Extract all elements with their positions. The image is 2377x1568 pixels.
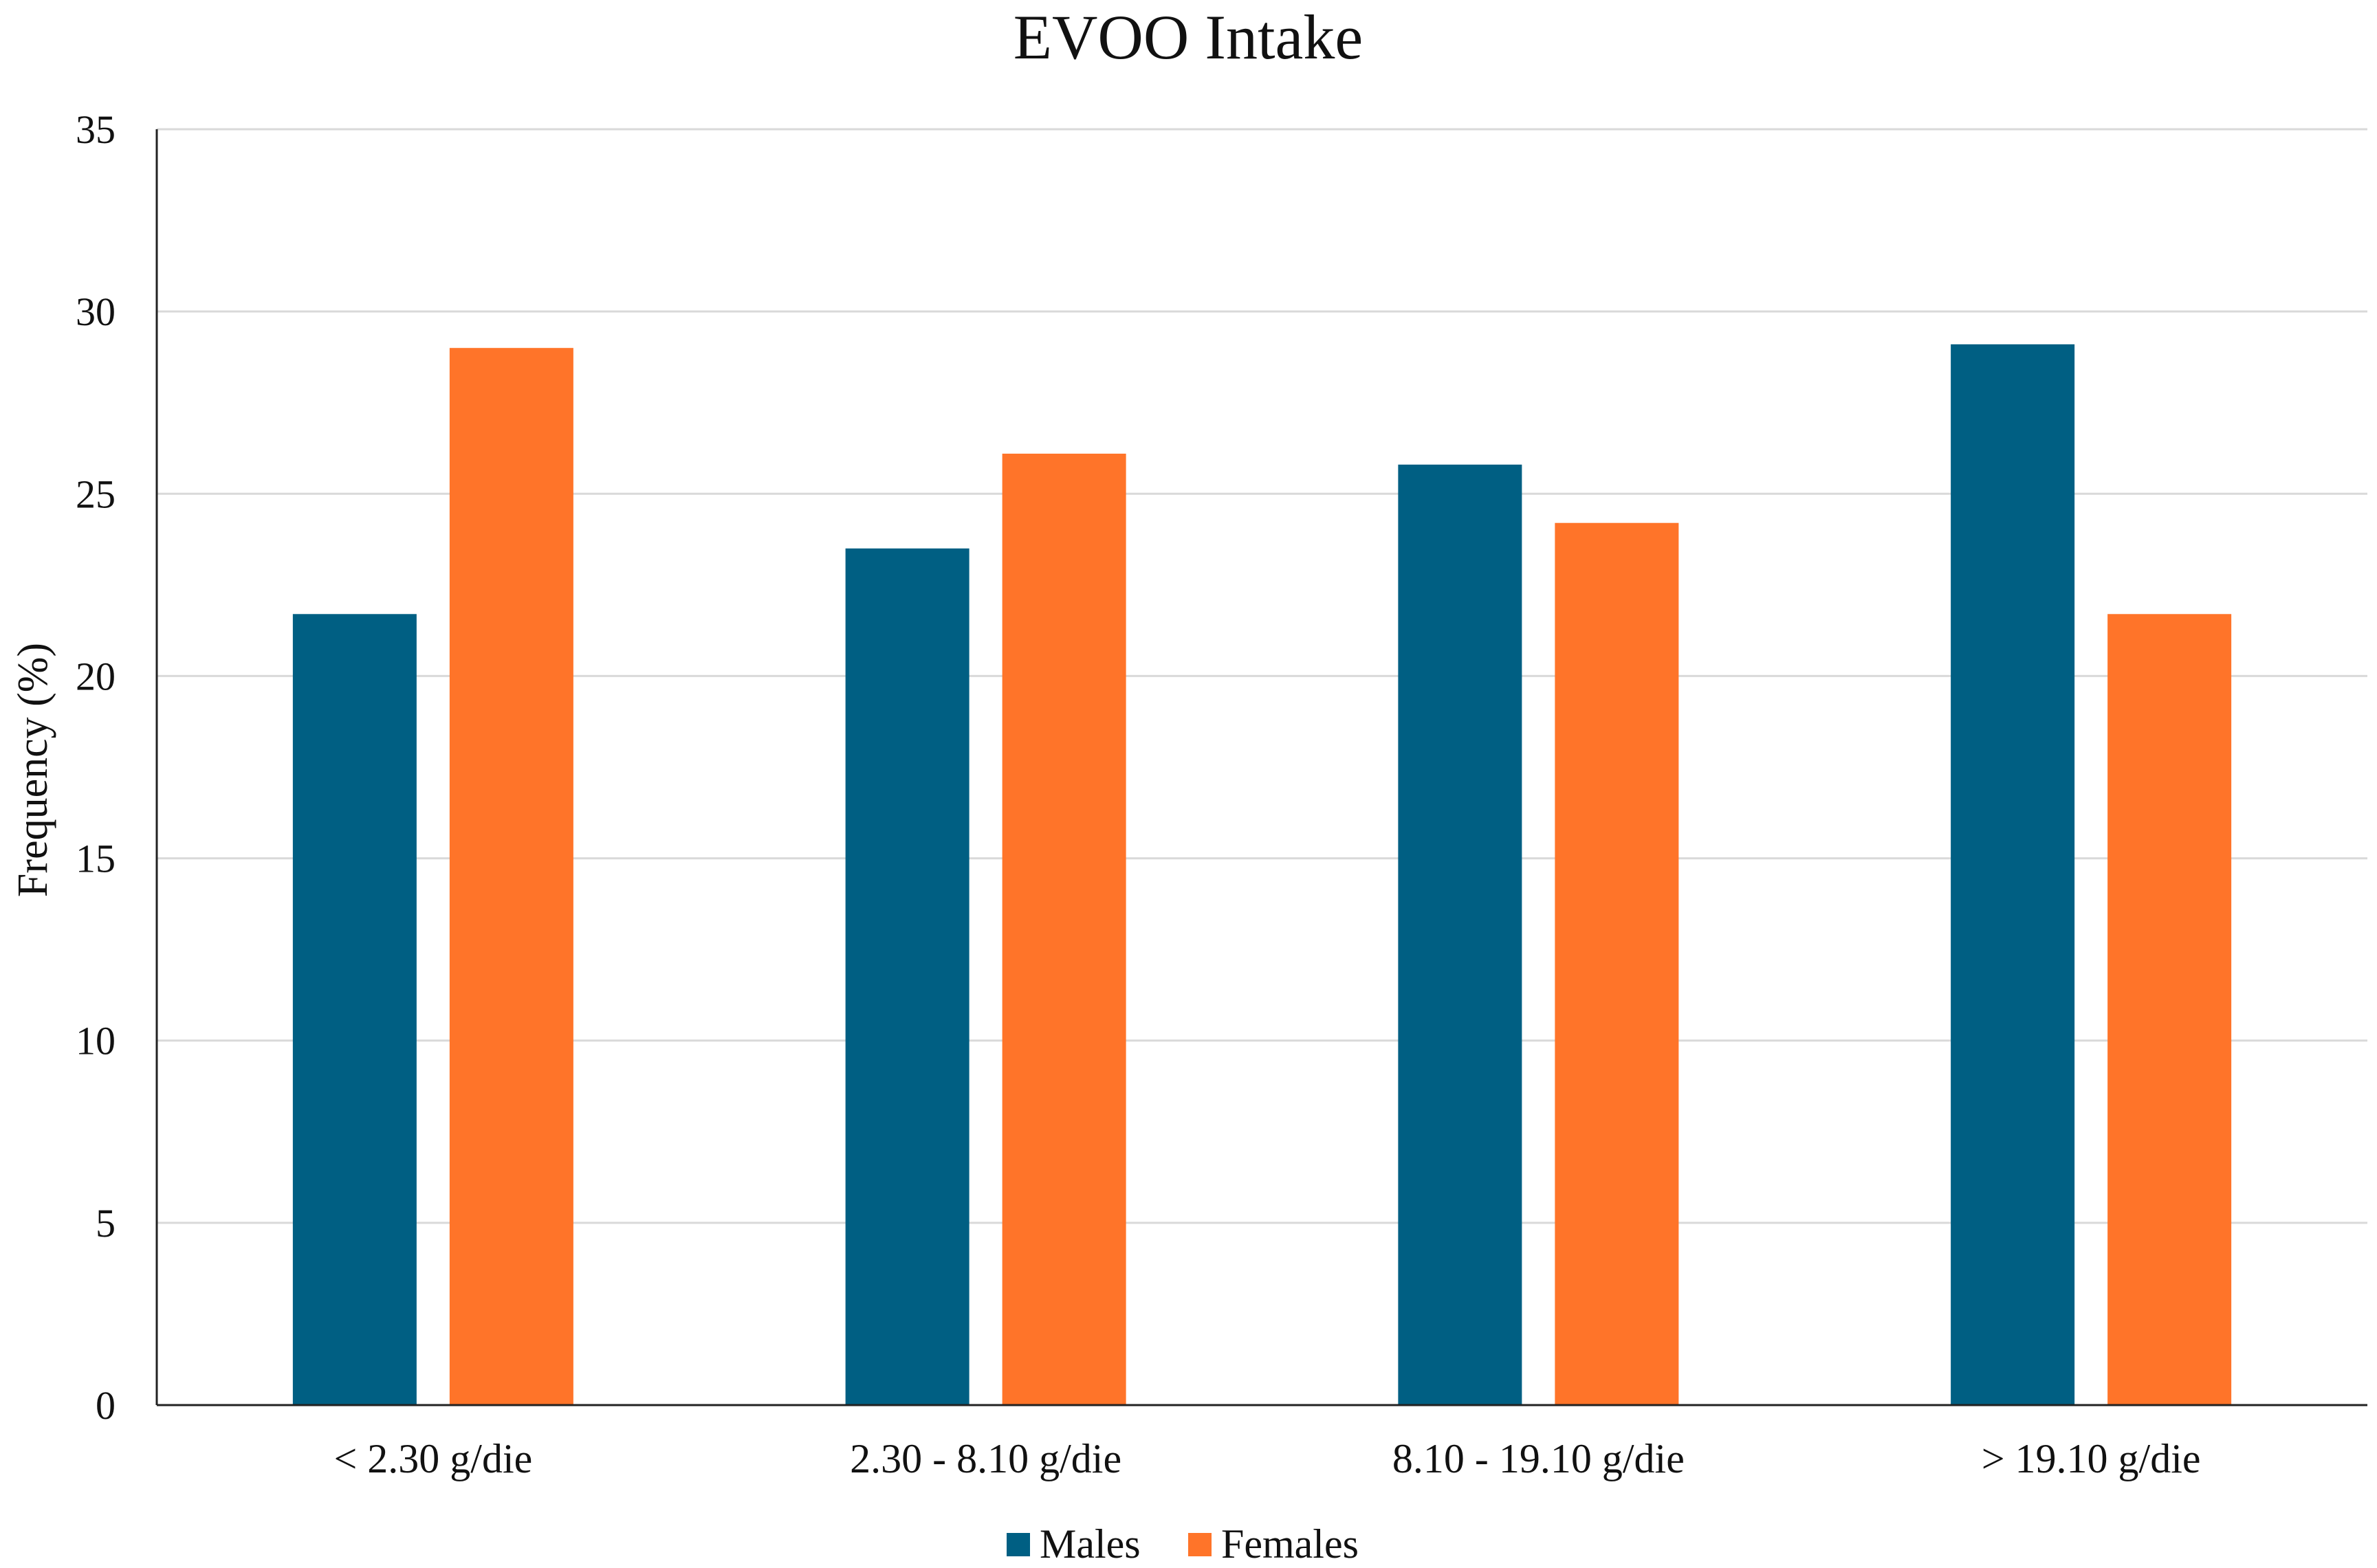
y-tick-label: 0 xyxy=(96,1383,116,1428)
bar-males-0 xyxy=(292,614,417,1405)
x-tick-label: < 2.30 g/die xyxy=(333,1436,532,1481)
y-axis-ticks: 0 5 10 15 20 25 30 35 xyxy=(76,107,116,1428)
bar-females-3 xyxy=(2107,614,2232,1405)
x-tick-label: 8.10 - 19.10 g/die xyxy=(1392,1436,1685,1481)
y-tick-label: 15 xyxy=(76,837,116,881)
y-tick-label: 5 xyxy=(96,1201,116,1246)
legend: Males Females xyxy=(1007,1521,1359,1567)
x-tick-label: 2.30 - 8.10 g/die xyxy=(850,1436,1121,1481)
legend-label-females: Females xyxy=(1221,1521,1359,1567)
chart-title: EVOO Intake xyxy=(1014,2,1363,72)
bar-males-2 xyxy=(1398,464,1522,1406)
bar-males-1 xyxy=(845,548,970,1405)
y-tick-label: 20 xyxy=(76,654,116,698)
y-tick-label: 35 xyxy=(76,107,116,152)
x-axis-ticks: < 2.30 g/die 2.30 - 8.10 g/die 8.10 - 19.1… xyxy=(333,1436,2200,1481)
y-tick-label: 30 xyxy=(76,289,116,334)
bar-females-1 xyxy=(1002,453,1126,1405)
bar-females-2 xyxy=(1555,522,1679,1406)
bars xyxy=(292,344,2232,1406)
y-tick-label: 25 xyxy=(76,472,116,516)
legend-swatch-males xyxy=(1007,1533,1030,1556)
y-tick-label: 10 xyxy=(76,1019,116,1063)
y-axis-label: Frequency (%) xyxy=(10,643,56,897)
legend-label-males: Males xyxy=(1040,1521,1141,1567)
bar-males-3 xyxy=(1951,344,2075,1406)
x-tick-label: > 19.10 g/die xyxy=(1982,1436,2201,1481)
bar-females-0 xyxy=(449,348,573,1406)
legend-swatch-females xyxy=(1188,1533,1212,1556)
